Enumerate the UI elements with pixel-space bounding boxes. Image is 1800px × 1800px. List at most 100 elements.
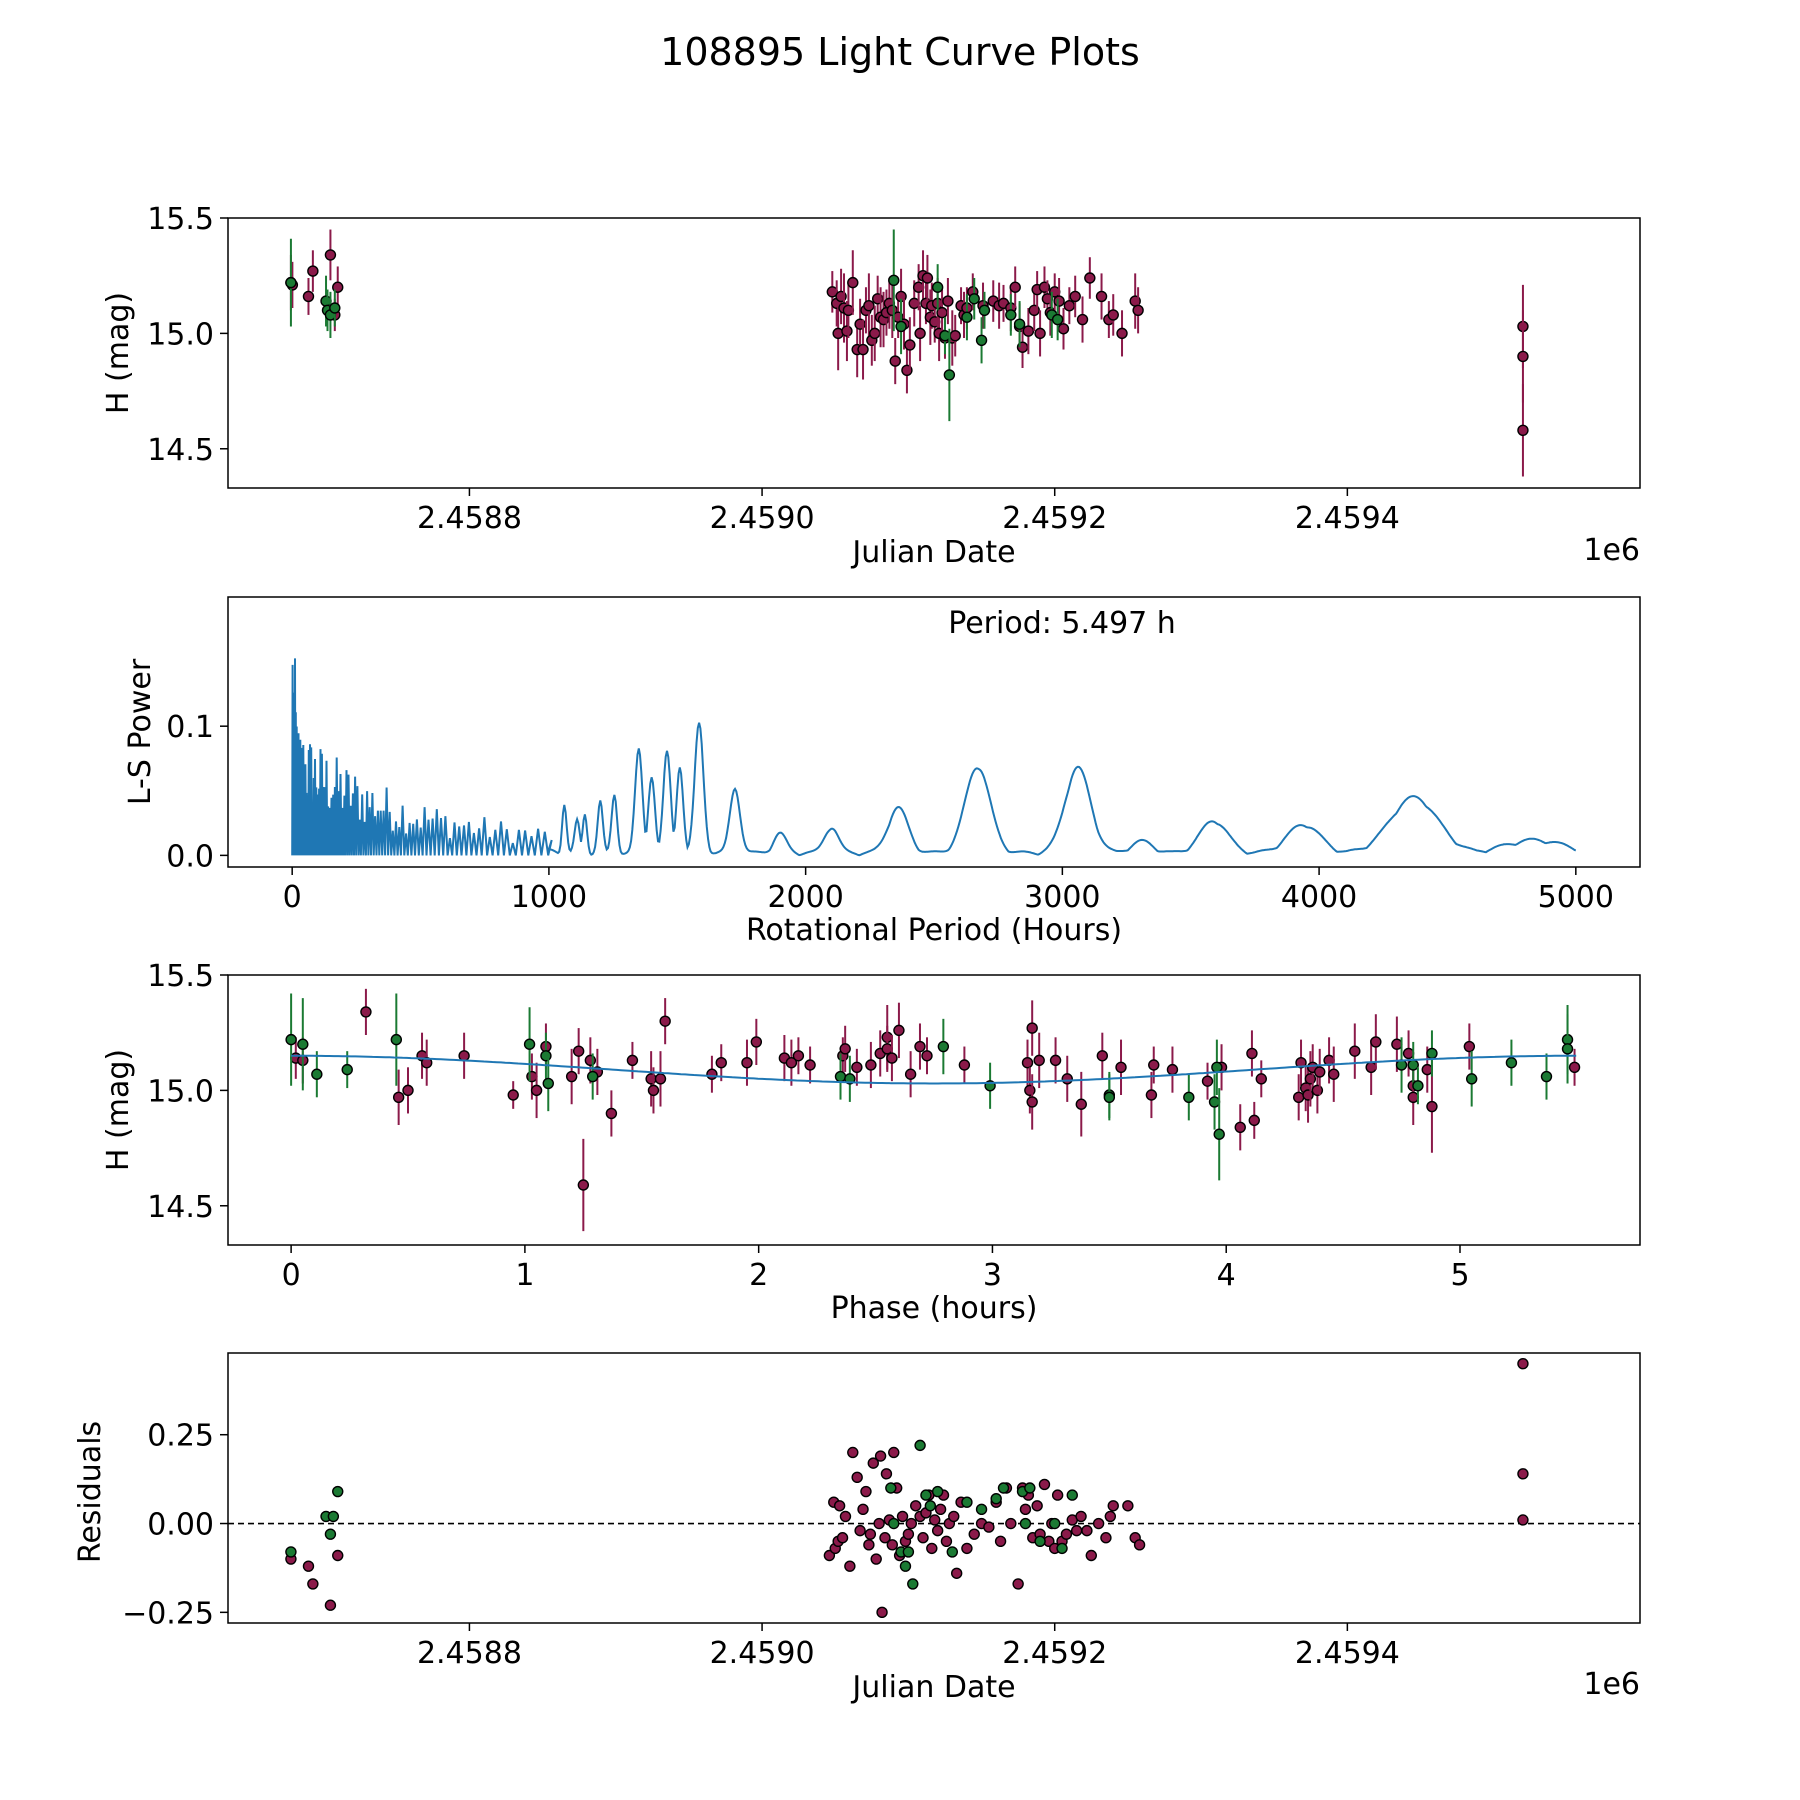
data-point-c bbox=[899, 1560, 912, 1572]
residuals-frame bbox=[227, 1352, 1641, 1624]
data-point-o bbox=[1096, 1050, 1109, 1062]
data-point-o bbox=[507, 1089, 519, 1101]
x-tick-label: 2000 bbox=[767, 880, 843, 915]
periodogram-frame bbox=[227, 596, 1641, 868]
phased-ylabel: H (mag) bbox=[101, 1049, 136, 1171]
data-point-c bbox=[888, 1517, 900, 1530]
data-point-c bbox=[586, 1070, 599, 1083]
phased-xlabel: Phase (hours) bbox=[831, 1291, 1038, 1326]
data-point-c bbox=[1049, 1517, 1061, 1530]
x-tick-label: 4 bbox=[1217, 1258, 1236, 1293]
data-point-o bbox=[1092, 1517, 1105, 1530]
data-point-c bbox=[937, 1040, 950, 1053]
data-point-o bbox=[942, 295, 954, 307]
periodogram-annotation: Period: 5.497 h bbox=[948, 606, 1176, 641]
phased-frame bbox=[227, 974, 1641, 1246]
data-point-c bbox=[946, 1546, 958, 1558]
y-tick-label: 0.25 bbox=[147, 1419, 214, 1454]
data-point-c bbox=[1465, 1073, 1478, 1085]
data-point-o bbox=[1026, 1096, 1038, 1108]
data-point-o bbox=[584, 1054, 597, 1067]
data-point-o bbox=[307, 265, 319, 277]
data-point-o bbox=[302, 1560, 315, 1572]
data-point-c bbox=[975, 1503, 988, 1516]
data-point-o bbox=[896, 1510, 909, 1523]
data-point-o bbox=[1302, 1089, 1314, 1101]
data-point-o bbox=[1246, 1047, 1258, 1060]
x-tick-label: 1 bbox=[515, 1258, 534, 1293]
data-point-o bbox=[1095, 290, 1108, 303]
data-point-o bbox=[1132, 304, 1144, 317]
data-point-c bbox=[285, 276, 297, 289]
data-point-o bbox=[1349, 1045, 1361, 1057]
data-point-o bbox=[926, 1542, 938, 1555]
x-tick-label: 2.4590 bbox=[710, 501, 815, 536]
y-tick-label: −0.25 bbox=[122, 1596, 214, 1631]
x-tick-label: 2.4594 bbox=[1295, 501, 1400, 536]
data-point-o bbox=[839, 1043, 851, 1055]
y-tick-label: 0.00 bbox=[147, 1508, 214, 1543]
data-point-o bbox=[1100, 1532, 1112, 1544]
data-point-c bbox=[1056, 1542, 1068, 1555]
data-point-o bbox=[1024, 1084, 1036, 1097]
data-point-o bbox=[1568, 1061, 1581, 1074]
data-point-o bbox=[1081, 1524, 1093, 1537]
data-point-o bbox=[921, 1050, 933, 1062]
data-point-o bbox=[934, 1503, 947, 1516]
data-point-o bbox=[1166, 1063, 1179, 1076]
data-point-o bbox=[302, 290, 315, 303]
data-point-c bbox=[885, 1482, 897, 1494]
data-point-o bbox=[645, 1073, 657, 1085]
data-point-o bbox=[1051, 1489, 1064, 1501]
data-point-c bbox=[1211, 1061, 1223, 1074]
data-point-o bbox=[1365, 1061, 1377, 1074]
data-point-o bbox=[750, 1036, 763, 1048]
data-point-c bbox=[540, 1050, 552, 1062]
data-point-o bbox=[863, 1539, 875, 1551]
data-point-o bbox=[865, 1059, 877, 1071]
data-point-c bbox=[324, 1528, 337, 1540]
data-point-o bbox=[1012, 1578, 1024, 1590]
data-point-o bbox=[421, 1056, 433, 1069]
data-point-o bbox=[1517, 1468, 1529, 1480]
data-point-o bbox=[741, 1056, 753, 1069]
data-point-o bbox=[851, 1061, 863, 1074]
data-point-o bbox=[857, 1503, 869, 1516]
data-point-c bbox=[1183, 1091, 1195, 1104]
data-point-o bbox=[1069, 290, 1081, 303]
data-point-c bbox=[1561, 1043, 1574, 1055]
data-point-o bbox=[577, 1179, 590, 1191]
phased-panel: 0 1 2 3 4 5 14.5 15.0 15.5 Phase (hours) H (mag) bbox=[101, 959, 1641, 1326]
data-point-c bbox=[390, 1033, 403, 1046]
y-tick-label: 0.0 bbox=[166, 839, 214, 874]
data-point-o bbox=[854, 1524, 866, 1537]
data-point-c bbox=[341, 1063, 353, 1076]
data-point-o bbox=[1517, 1357, 1529, 1370]
data-point-o bbox=[917, 1532, 929, 1544]
fit-curve bbox=[291, 1054, 1577, 1085]
data-point-c bbox=[990, 1492, 1002, 1505]
data-point-o bbox=[910, 1500, 922, 1512]
lightcurve-panel: 2.4588 2.4590 2.4592 2.4594 14.5 15.0 15.5 Jul… bbox=[101, 202, 1641, 570]
data-point-o bbox=[324, 249, 337, 261]
data-point-o bbox=[654, 1073, 667, 1085]
x-tick-label: 2.4588 bbox=[417, 501, 522, 536]
data-point-o bbox=[1407, 1091, 1419, 1104]
lightcurve-ylabel: H (mag) bbox=[101, 292, 136, 414]
data-point-o bbox=[565, 1070, 578, 1083]
data-point-o bbox=[715, 1056, 727, 1069]
data-point-o bbox=[1421, 1063, 1433, 1076]
data-point-o bbox=[1075, 1098, 1087, 1110]
data-point-o bbox=[949, 329, 961, 342]
x-tick-label: 0 bbox=[282, 1258, 301, 1293]
data-point-o bbox=[1005, 1517, 1017, 1530]
data-point-c bbox=[1051, 313, 1064, 326]
data-point-o bbox=[888, 1446, 900, 1459]
data-point-o bbox=[836, 1532, 849, 1544]
data-point-o bbox=[873, 1517, 885, 1530]
data-point-c bbox=[542, 1077, 554, 1090]
lightcurve-offset-label: 1e6 bbox=[1583, 533, 1640, 568]
data-point-o bbox=[839, 1510, 852, 1523]
data-point-o bbox=[605, 1107, 618, 1120]
